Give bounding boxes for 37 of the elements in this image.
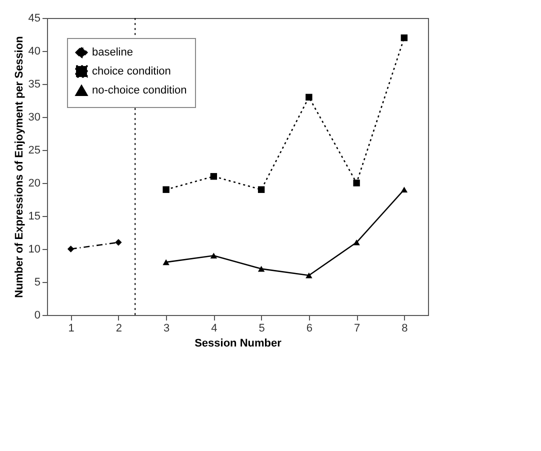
point <box>400 186 408 193</box>
x-tick-label: 2 <box>116 322 122 334</box>
point <box>353 239 360 246</box>
point <box>258 186 265 193</box>
y-tick-label: 25 <box>28 144 40 156</box>
y-tick-label: 5 <box>34 276 40 288</box>
point <box>115 239 122 246</box>
y-axis-title: Number of Expressions of Enjoyment per Session <box>13 36 26 298</box>
point <box>306 272 312 278</box>
point <box>162 186 170 193</box>
x-tick-label: 6 <box>306 322 312 334</box>
point <box>210 252 218 259</box>
point <box>210 173 218 180</box>
y-tick-label: 40 <box>28 46 40 58</box>
legend-label: no-choice condition <box>92 84 187 96</box>
x-tick-label: 4 <box>211 322 218 334</box>
legend-label: choice condition <box>92 66 171 78</box>
y-tick-label: 20 <box>28 178 40 190</box>
point <box>162 259 170 266</box>
x-tick-label: 8 <box>402 322 408 334</box>
y-tick-label: 45 <box>28 12 40 24</box>
y-tick-label: 35 <box>28 78 40 90</box>
point <box>400 34 408 42</box>
point <box>67 246 74 252</box>
x-tick-label: 5 <box>258 322 265 334</box>
point <box>258 266 265 272</box>
legend-label: baseline <box>92 46 133 58</box>
y-tick-label: 30 <box>28 112 40 124</box>
y-tick-label: 10 <box>28 244 40 256</box>
point <box>306 94 312 101</box>
x-tick-label: 1 <box>68 322 74 334</box>
y-tick-label: 15 <box>28 210 40 222</box>
y-tick-label: 0 <box>34 310 40 322</box>
point <box>353 180 360 186</box>
x-tick-label: 7 <box>354 322 360 334</box>
x-tick-label: 3 <box>164 322 170 334</box>
x-axis-title: Session Number <box>194 338 282 350</box>
